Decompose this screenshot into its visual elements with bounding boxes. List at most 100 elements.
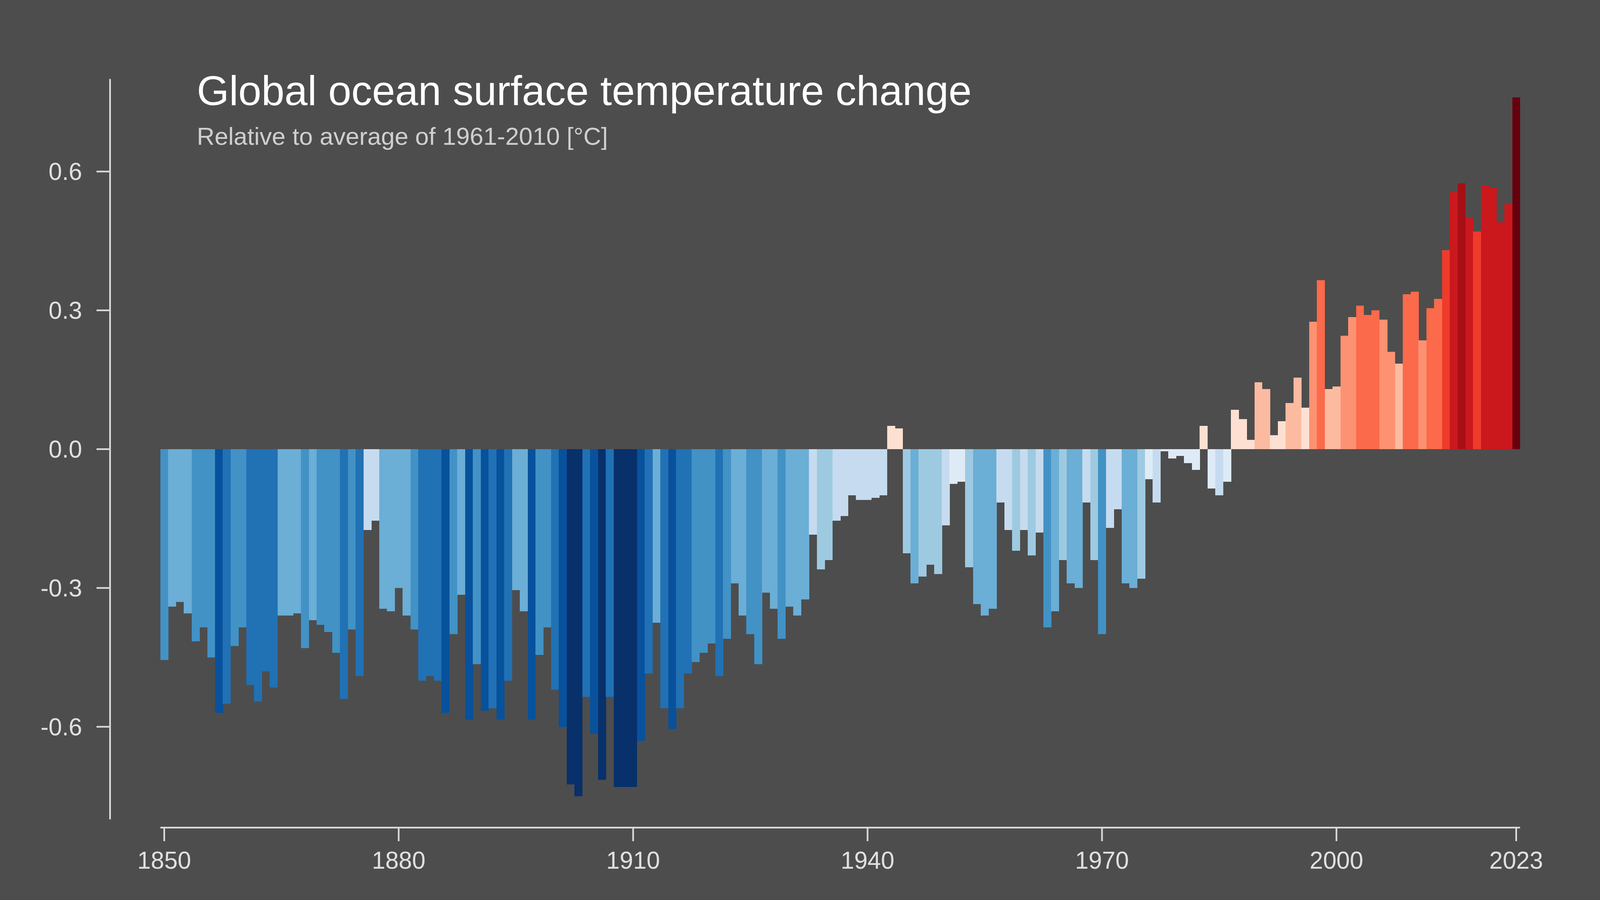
bar	[558, 449, 567, 727]
title: Global ocean surface temperature change	[196, 67, 972, 114]
bar	[1254, 382, 1263, 450]
bar	[465, 449, 474, 720]
bar	[371, 449, 380, 521]
bar	[386, 449, 395, 612]
bar	[793, 449, 802, 616]
bar	[918, 449, 927, 577]
bar	[566, 449, 575, 785]
bar	[1402, 294, 1411, 450]
bar	[1082, 449, 1091, 503]
bar	[675, 449, 685, 709]
bar	[777, 449, 786, 639]
bar	[1121, 449, 1130, 584]
bar	[1340, 335, 1349, 450]
bar	[449, 449, 458, 635]
bar	[1309, 321, 1318, 450]
bar	[902, 449, 911, 554]
bar	[769, 449, 778, 609]
bar	[660, 449, 669, 709]
y-tick	[96, 587, 111, 589]
x-tick-label: 2000	[1309, 846, 1364, 874]
bar	[1395, 363, 1404, 450]
bar	[176, 449, 185, 602]
bar	[707, 449, 716, 644]
bar	[1496, 222, 1505, 450]
bar	[1410, 291, 1419, 450]
bar	[590, 449, 599, 734]
bar	[496, 449, 505, 720]
bar	[332, 449, 341, 653]
bar	[746, 449, 755, 635]
bar	[527, 449, 536, 720]
x-axis	[160, 826, 1520, 829]
bar	[1285, 402, 1294, 450]
x-tick	[163, 827, 166, 842]
bar	[1129, 449, 1138, 588]
bar	[855, 449, 864, 500]
bar	[629, 449, 638, 787]
bar	[1277, 421, 1286, 450]
bar	[1457, 183, 1466, 450]
bar	[504, 449, 513, 681]
bar	[1035, 449, 1044, 533]
x-tick-label: 1970	[1075, 846, 1129, 874]
bar	[472, 449, 481, 665]
x-tick	[632, 827, 635, 842]
bar	[863, 449, 872, 500]
bar	[980, 449, 989, 616]
bar	[1191, 449, 1200, 470]
bar	[1238, 419, 1247, 450]
bar	[535, 449, 544, 655]
bar	[1504, 204, 1513, 450]
bar	[699, 449, 708, 653]
bar	[262, 449, 271, 672]
bar	[879, 449, 888, 496]
bar	[1074, 449, 1083, 588]
bar	[277, 449, 286, 616]
bar	[1426, 308, 1435, 450]
bar	[847, 449, 856, 496]
bar	[269, 449, 278, 688]
bar	[191, 449, 200, 642]
bar	[722, 449, 732, 639]
bar	[199, 449, 208, 628]
bar	[425, 449, 434, 676]
bar	[1004, 449, 1013, 530]
bar	[394, 449, 403, 588]
bar	[324, 449, 333, 632]
bar	[1488, 187, 1497, 450]
bar	[316, 449, 325, 625]
bar	[1481, 185, 1490, 450]
bar	[1434, 298, 1443, 450]
bar	[1176, 449, 1185, 456]
bar	[910, 449, 919, 584]
bar	[582, 449, 591, 697]
y-tick-label: 0.6	[48, 157, 83, 185]
bar	[684, 449, 693, 674]
bar	[441, 449, 450, 713]
chart: Global ocean surface temperature changeR…	[0, 0, 1600, 900]
bar	[988, 449, 997, 609]
bar	[222, 449, 231, 704]
bar	[949, 449, 958, 484]
bar	[1363, 314, 1372, 450]
bar	[308, 449, 318, 621]
bar	[824, 449, 833, 560]
bar	[1183, 449, 1192, 464]
bar	[1090, 449, 1099, 560]
bar	[887, 425, 896, 450]
bar	[402, 449, 411, 616]
bar	[996, 449, 1005, 503]
bar	[160, 449, 169, 660]
bar	[355, 449, 364, 676]
x-tick-label: 1880	[371, 846, 426, 874]
bar	[339, 449, 348, 699]
bar	[621, 449, 630, 787]
bar	[238, 449, 247, 628]
bar	[785, 449, 794, 607]
bar	[1465, 217, 1474, 450]
bar	[1043, 449, 1052, 628]
bar	[816, 449, 825, 570]
bar	[731, 449, 740, 584]
background	[0, 0, 1600, 900]
